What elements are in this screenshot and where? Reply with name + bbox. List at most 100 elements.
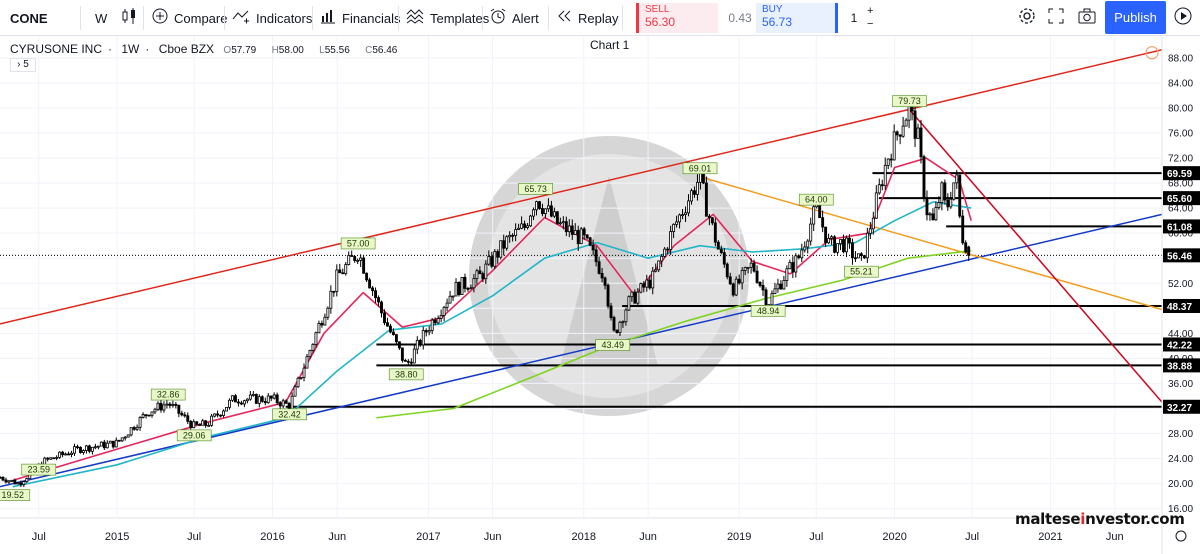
snapshot-button[interactable]	[1078, 0, 1096, 36]
candle	[93, 443, 97, 450]
candle	[260, 395, 264, 403]
candle-body	[353, 256, 357, 261]
candle	[195, 421, 199, 426]
legend-interval: 1W	[121, 42, 140, 56]
chart-type-button[interactable]	[120, 0, 138, 36]
candle-body	[409, 361, 413, 364]
candle	[636, 288, 640, 306]
publish-button[interactable]: Publish	[1105, 1, 1166, 34]
candle-body	[341, 272, 345, 275]
financials-button[interactable]: Financials	[320, 0, 401, 36]
candle	[588, 236, 592, 247]
compare-button[interactable]: Compare	[152, 0, 227, 36]
candle-body	[859, 253, 863, 257]
candle	[940, 181, 944, 211]
candle-body	[105, 442, 109, 449]
candle-body	[171, 404, 175, 406]
candle-body	[415, 339, 419, 350]
candle	[493, 249, 497, 270]
price-label-text: 65.73	[524, 184, 547, 194]
candle	[734, 276, 738, 297]
candle-body	[666, 248, 670, 251]
quantity-value[interactable]: 1	[850, 11, 858, 25]
candle-body	[198, 424, 202, 426]
fullscreen-button[interactable]	[1048, 0, 1064, 36]
candle	[311, 343, 315, 354]
ohlc-close: C56.46	[365, 45, 398, 56]
candle	[186, 412, 190, 425]
candle	[61, 450, 65, 458]
chart-settings-icon[interactable]	[1175, 530, 1187, 542]
alarm-clock-icon	[490, 8, 506, 28]
candle	[496, 249, 500, 264]
candle	[770, 290, 774, 307]
candle-body	[254, 393, 258, 404]
symbol-name: CYRUSONE INC	[10, 42, 103, 56]
buy-button[interactable]: BUY 56.73	[756, 3, 838, 33]
candle-body	[201, 420, 205, 426]
candle	[678, 213, 682, 229]
candle	[49, 457, 53, 460]
price-label: 32.86	[150, 388, 186, 401]
replay-button[interactable]: Replay	[556, 0, 618, 36]
candle	[231, 395, 234, 402]
candle	[445, 298, 449, 312]
candle-body	[809, 223, 813, 242]
candle	[964, 240, 968, 254]
candle-body	[251, 393, 255, 396]
spread-value: 0.43	[728, 11, 752, 25]
indicators-button[interactable]: Indicators	[232, 0, 312, 36]
price-label-box	[0, 489, 31, 501]
candle	[314, 331, 318, 348]
candle	[508, 231, 512, 243]
candle-body	[132, 427, 136, 430]
candle	[67, 451, 70, 456]
candle	[58, 451, 62, 459]
candle-body	[949, 198, 953, 208]
minus-icon[interactable]: −	[867, 18, 874, 30]
candle	[633, 289, 637, 304]
plus-icon[interactable]: +	[867, 5, 874, 17]
candle-body	[591, 244, 595, 251]
candle	[46, 457, 50, 462]
divider	[622, 6, 623, 30]
quantity-stepper[interactable]: + −	[867, 5, 873, 31]
candle-body	[344, 264, 348, 274]
candle	[174, 401, 178, 409]
candle-body	[126, 434, 130, 438]
indicators-toggle[interactable]: › 5	[10, 58, 36, 72]
interval-button[interactable]: W	[95, 0, 107, 36]
candle-body	[943, 182, 947, 201]
candle-body	[880, 184, 884, 187]
time-axis[interactable]: Jul 2015 Jul 2016 Jun 2017 Jun 2018 Jun 2019 Jul 20…	[0, 517, 1187, 543]
level-price-label: 48.37	[1167, 302, 1192, 313]
candle	[433, 317, 437, 326]
price-axis[interactable]: 16.0020.0024.0028.0032.0036.0040.0044.00…	[1161, 36, 1200, 554]
candle-body	[19, 482, 23, 485]
candle-body	[502, 240, 506, 249]
price-tick-label: 60.00	[1168, 229, 1193, 240]
candle-body	[779, 283, 783, 290]
sell-button[interactable]: SELL 56.30	[636, 3, 718, 33]
price-chart[interactable]: 19.52 23.59 32.86 29.06 32.42 57.00 38.80 65.73…	[0, 36, 1200, 554]
candle	[475, 268, 479, 285]
candle-body	[412, 348, 416, 364]
candle-body	[597, 261, 601, 274]
candle	[555, 211, 559, 225]
time-tick-label: Jul	[965, 531, 979, 543]
candle-body	[848, 237, 851, 244]
play-button[interactable]	[1166, 1, 1199, 34]
templates-button[interactable]: Templates	[406, 0, 489, 36]
interval-label: W	[95, 10, 108, 26]
watermark-logo	[469, 136, 749, 416]
alert-button[interactable]: Alert	[490, 0, 539, 36]
candle	[147, 414, 151, 417]
symbol-search[interactable]: CONE	[10, 0, 48, 36]
gear-icon	[1175, 530, 1187, 542]
candle-body	[168, 403, 172, 406]
level-price-tag	[1163, 219, 1200, 234]
settings-button[interactable]	[1018, 0, 1036, 36]
candle	[690, 188, 693, 205]
candle-body	[681, 214, 684, 217]
legend-exchange: Cboe BZX	[158, 42, 215, 56]
